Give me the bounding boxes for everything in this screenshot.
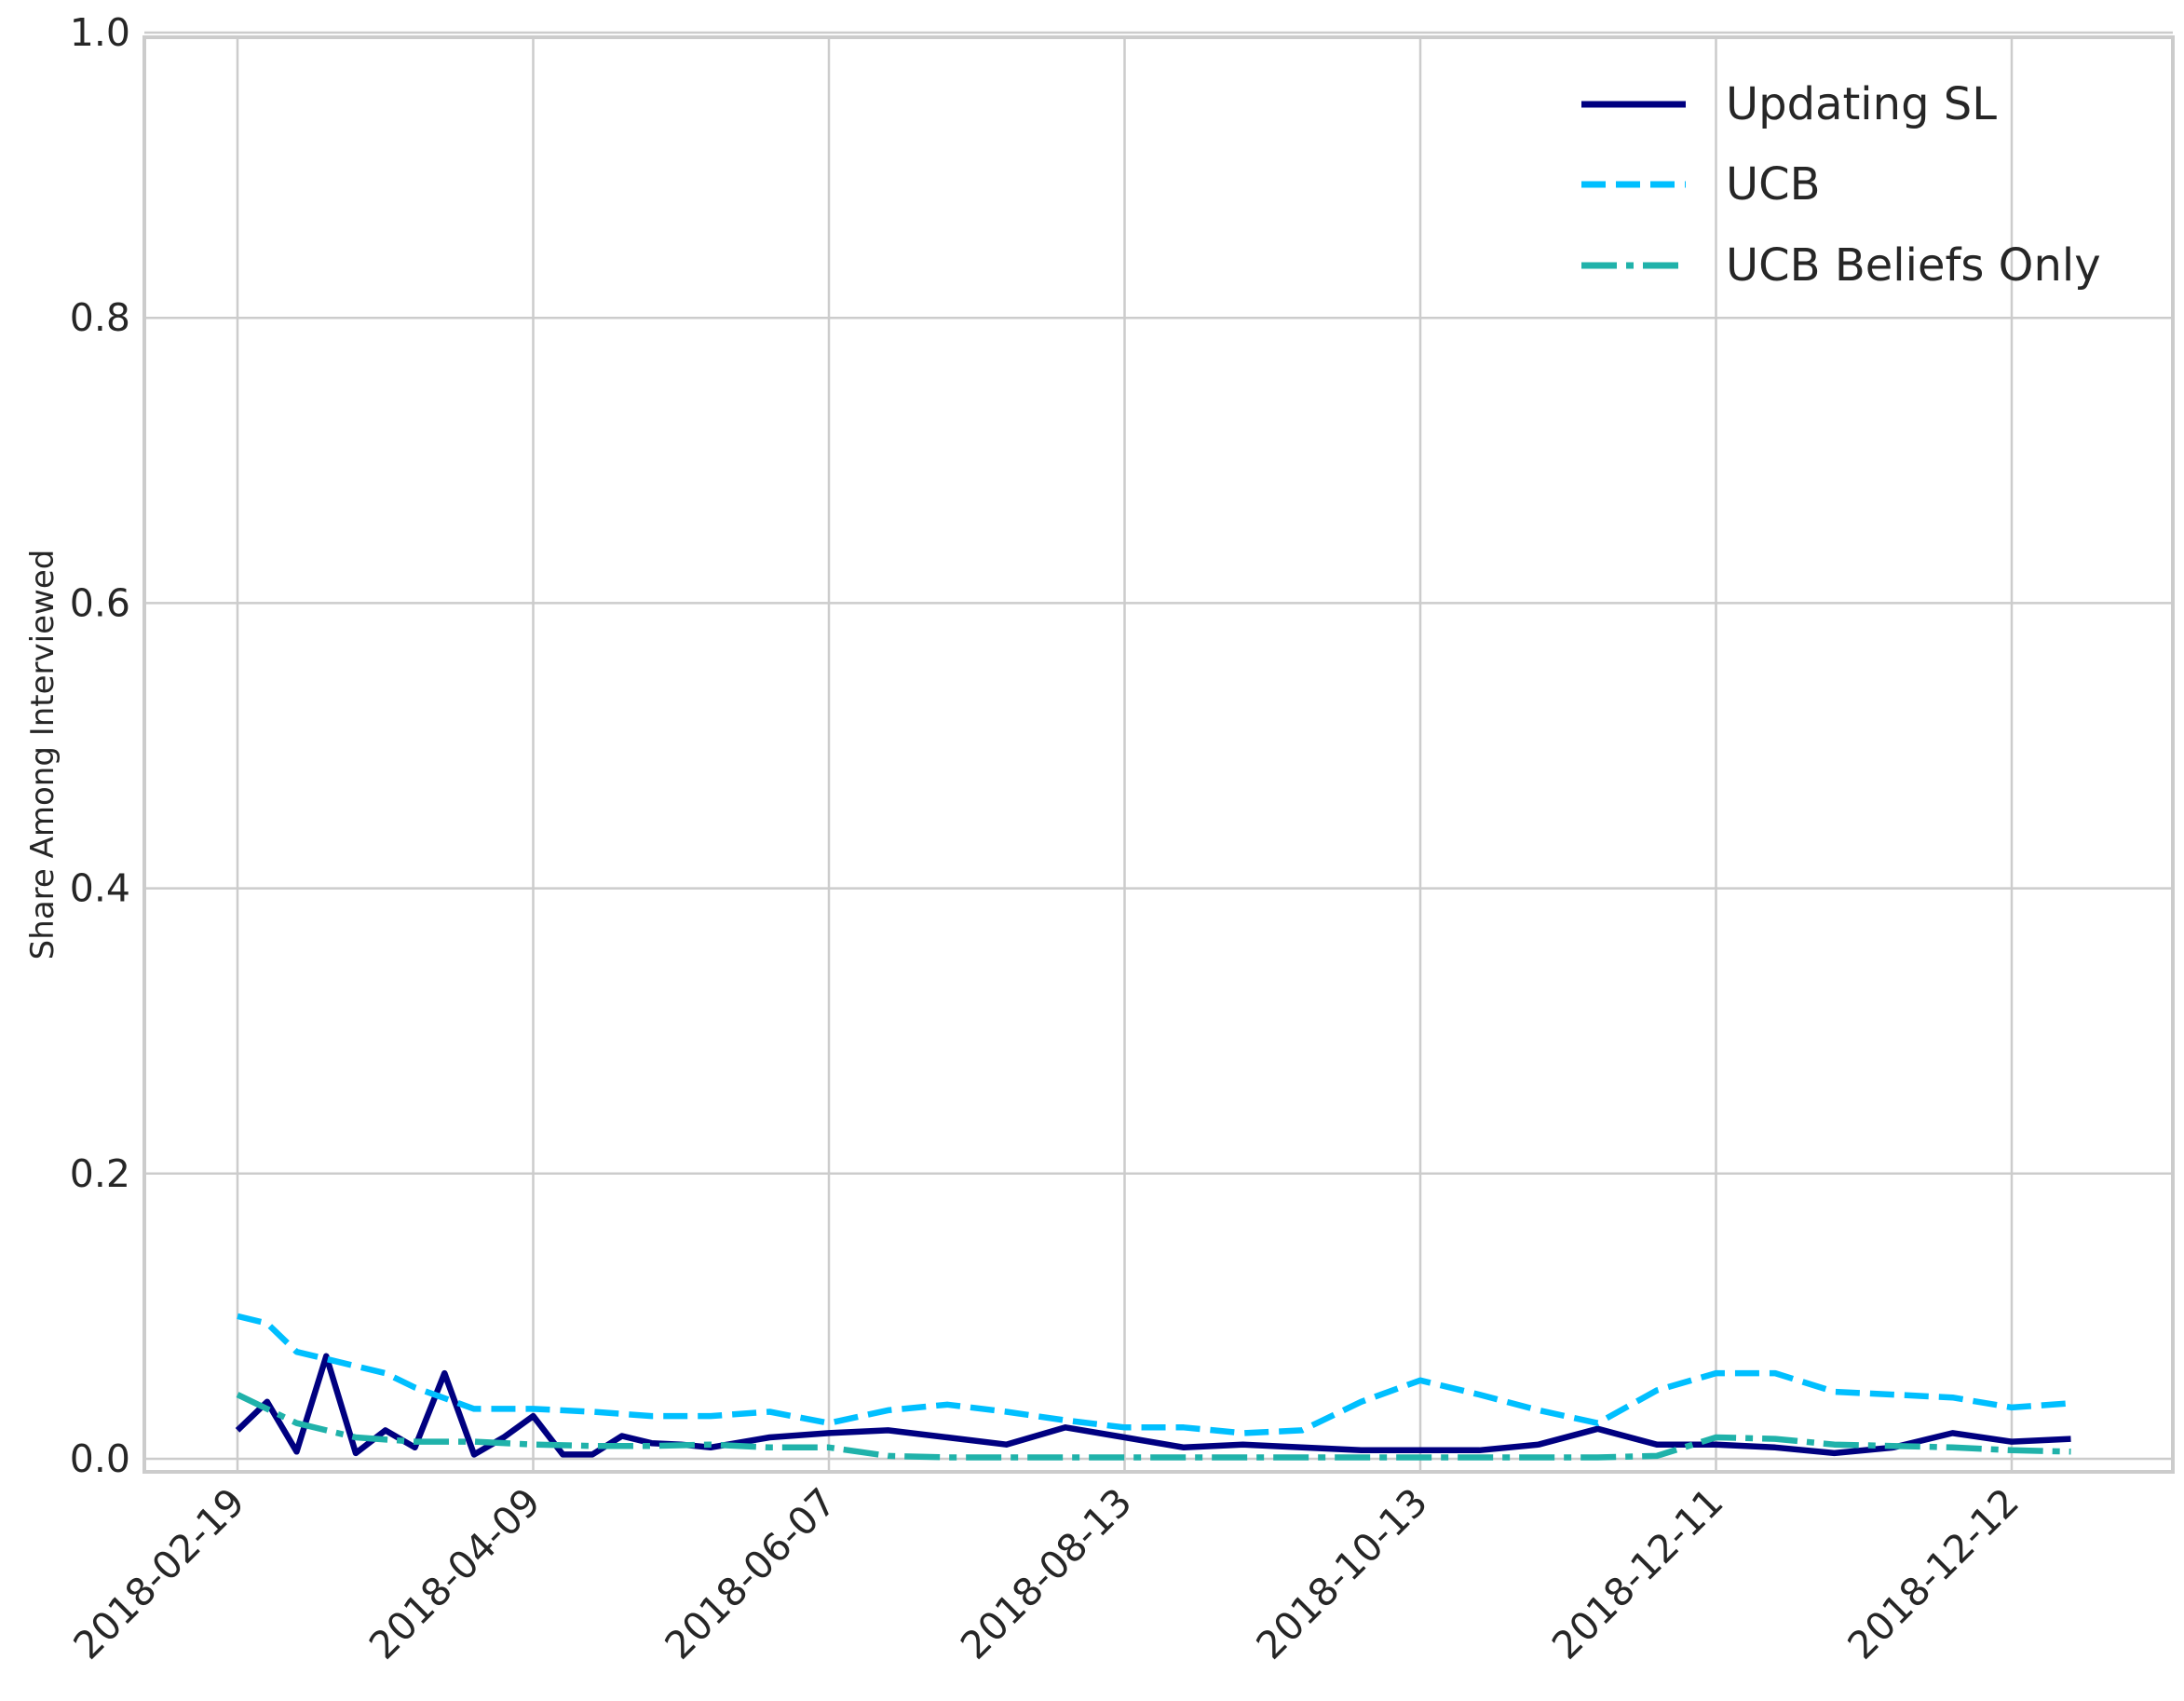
x-tick-label: 2018-08-13 xyxy=(952,1479,1140,1667)
x-tick-label: 2018-04-09 xyxy=(360,1479,549,1667)
y-tick-label: 0.6 xyxy=(70,580,130,625)
y-gridlines xyxy=(144,31,2173,1461)
series-layer xyxy=(235,1313,2071,1461)
y-tick-label: 0.2 xyxy=(70,1151,130,1196)
x-tick-label: 2018-02-19 xyxy=(65,1479,253,1667)
x-tick-label: 2018-12-12 xyxy=(1839,1479,2028,1667)
y-tick-label: 0.0 xyxy=(70,1436,130,1481)
series-line-ucb-beliefs-only xyxy=(236,1392,2071,1461)
legend-label-updating-sl: Updating SL xyxy=(1726,78,1997,130)
y-tick-label: 0.4 xyxy=(70,866,130,911)
y-tick-label: 0.8 xyxy=(70,295,130,340)
y-tick-labels: 0.0 0.2 0.4 0.6 0.8 1.0 xyxy=(70,10,130,1481)
y-axis-title: Share Among Interviewed xyxy=(24,550,61,960)
x-gridlines xyxy=(236,37,2014,1472)
plot-frame xyxy=(142,35,2175,1474)
legend: Updating SL UCB UCB Beliefs Only xyxy=(1581,78,2101,292)
x-tick-labels: 2018-02-19 2018-04-09 2018-06-07 2018-08-13… xyxy=(65,1479,2028,1667)
series-line-ucb xyxy=(237,1313,2071,1436)
legend-label-ucb-beliefs-only: UCB Beliefs Only xyxy=(1726,239,2101,292)
y-tick-label: 1.0 xyxy=(70,10,130,55)
x-tick-label: 2018-10-13 xyxy=(1248,1479,1436,1667)
x-tick-label: 2018-12-11 xyxy=(1543,1479,1731,1667)
legend-label-ucb: UCB xyxy=(1726,158,1821,211)
plot-area xyxy=(144,37,2173,1472)
x-tick-label: 2018-06-07 xyxy=(657,1479,845,1667)
